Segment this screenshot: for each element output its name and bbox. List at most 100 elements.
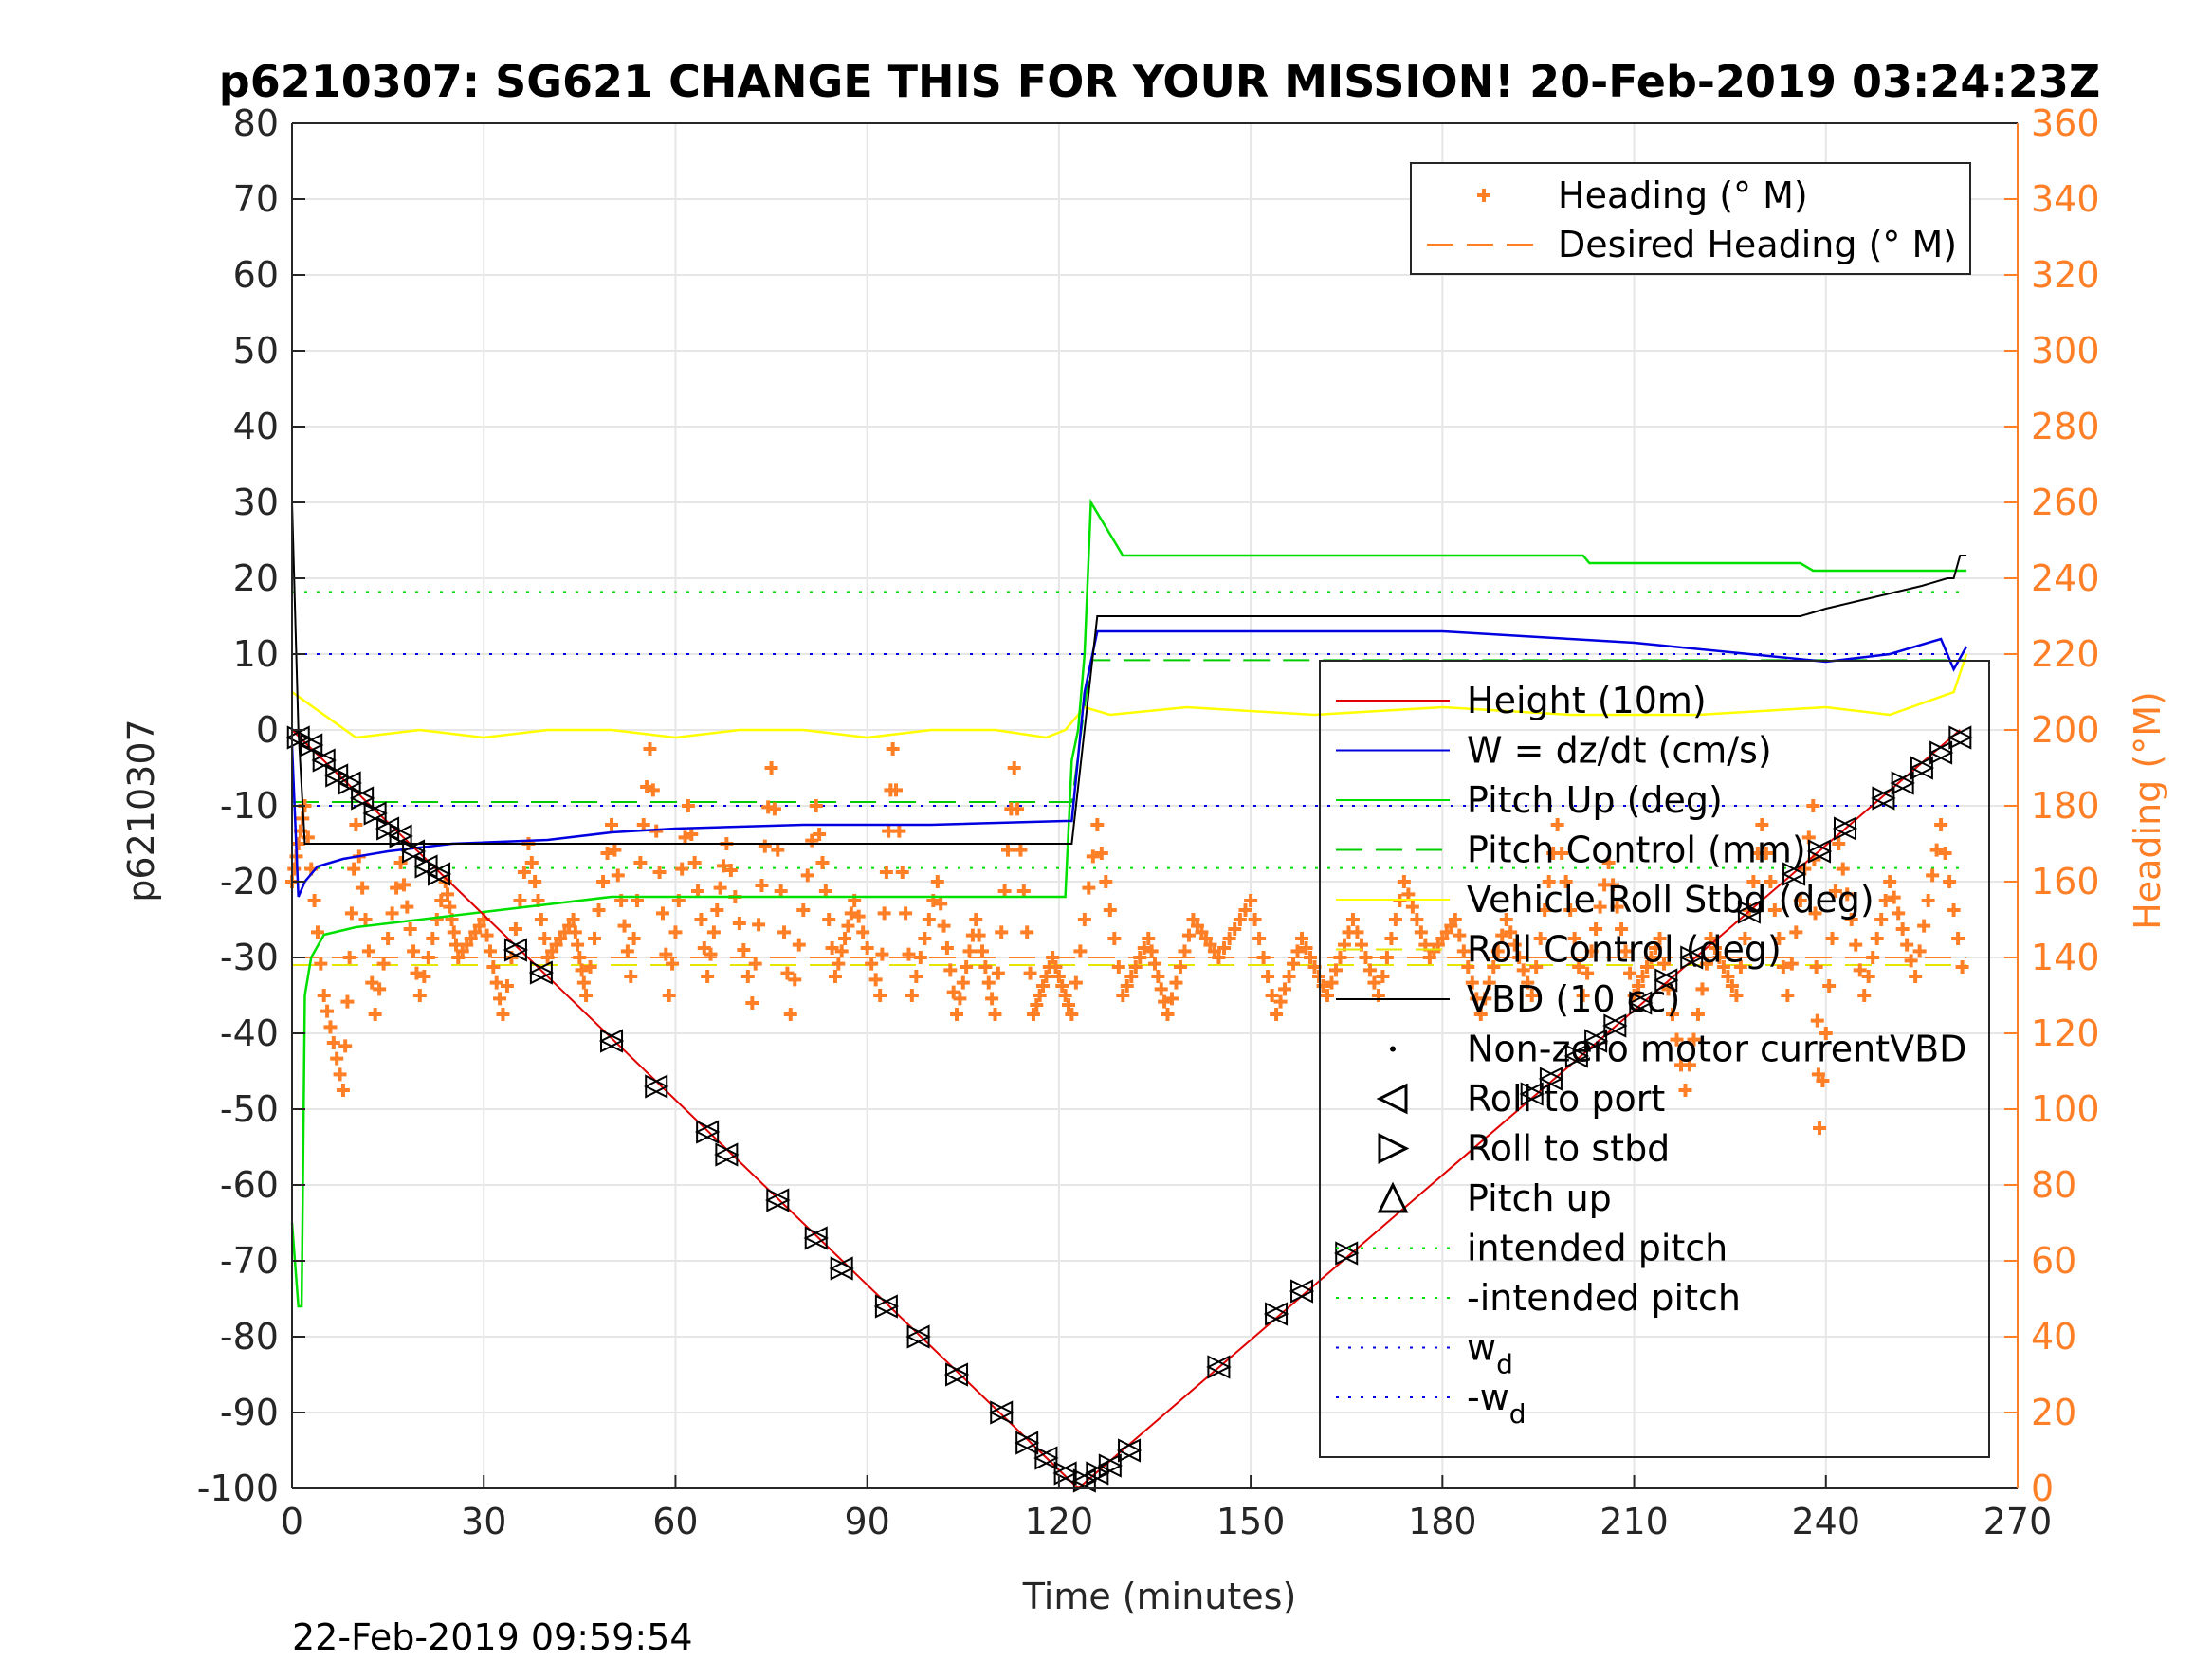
x-tick-label: 30 [461,1501,506,1542]
x-tick-label: 0 [281,1501,303,1542]
heading-point [365,975,379,990]
heading-point [1124,970,1139,983]
roll-stbd-marker [1629,991,1654,1015]
heading-point [1144,944,1159,958]
heading-point [1099,875,1113,888]
heading-point [1538,903,1552,917]
heading-point [636,818,650,831]
heading-point [573,951,587,964]
heading-point [666,957,680,971]
heading-point [1120,979,1134,993]
heading-point [1670,1032,1684,1047]
y-tick-label-left: -30 [220,937,279,978]
heading-point [1073,944,1088,958]
heading-point [1350,925,1364,939]
heading-point [1708,941,1722,955]
heading-point [1822,979,1837,993]
heading-point [1866,951,1880,964]
legend-item-text: VBD (10 cc) [1467,978,1680,1020]
roll-stbd-marker [1948,725,1973,750]
heading-point [1014,843,1028,857]
heading-point [1810,1013,1824,1028]
heading-point [1943,875,1957,888]
roll-stbd-marker [300,733,324,757]
heading-point [566,913,580,926]
legend-item-text: W = dz/dt (cm/s) [1467,730,1772,772]
heading-point [1808,906,1822,921]
heading-point [1704,932,1718,945]
legend-triangle-symbol [1376,1083,1408,1115]
legend-item-label: Desired Heading (° M) [1558,224,1957,265]
heading-point [412,989,427,1002]
heading-point [1733,960,1747,974]
heading-point [426,932,440,945]
heading-point [1725,979,1739,993]
heading-point [1878,894,1892,907]
heading-point [1601,856,1616,869]
heading-point [1764,875,1778,888]
heading-point [962,944,977,958]
y-tick-label-left: 0 [256,709,279,751]
heading-point [838,932,852,945]
heading-point [1849,938,1863,952]
heading-point [1401,887,1416,902]
heading-point [892,824,906,838]
legend-dot-symbol [1390,1046,1396,1052]
heading-point [717,859,730,873]
heading-point [1512,951,1526,964]
heading-point [1244,894,1258,907]
x-tick-label: 240 [1792,1501,1861,1542]
legend-item-text: w [1467,1327,1496,1369]
y-tick-label-left: 70 [233,178,279,220]
heading-point [809,799,823,812]
legend-item-text: intended pitch [1467,1228,1728,1269]
heading-point [579,989,594,1002]
y-tick-label-right: 0 [2031,1468,2054,1509]
heading-point [834,944,849,958]
heading-point [1049,960,1063,974]
heading-point [393,856,408,869]
heading-point [338,1039,353,1053]
heading-point [752,918,766,932]
heading-point [1410,913,1424,926]
roll-stbd-marker [945,1362,970,1387]
roll-stbd-marker [874,1294,900,1319]
heading-point [988,1008,1002,1021]
heading-point [291,837,305,850]
y-tick-label-left: 30 [233,482,279,523]
roll-stbd-marker [1086,1461,1110,1486]
heading-point [1016,884,1031,898]
heading-point [930,875,944,888]
heading-point [317,989,331,1002]
heading-point [1529,960,1544,974]
y-axis-label-right: Heading (°M) [2127,691,2168,930]
heading-point [403,922,417,936]
heading-point [447,925,461,939]
axes: 0 30 60 90 120 150 180 210 240 270 80 70 60 50 40 30 20 1… [197,102,2100,1542]
heading-point [1248,913,1262,926]
heading-point [342,951,356,964]
heading-point [627,932,641,945]
legend-triangle-symbol [1377,1181,1409,1213]
heading-point [1023,966,1037,980]
heading-point [421,951,435,964]
heading-point [706,925,721,939]
legend-item-text: Vehicle Roll Stbd (deg) [1467,879,1874,921]
heading-point [1181,928,1196,942]
heading-point [385,906,399,921]
heading-point [777,925,792,939]
heading-point [1252,932,1267,945]
heading-point [1678,1084,1692,1097]
y-tick-label-right: 20 [2031,1392,2076,1433]
heading-point [633,856,648,869]
heading-point [1111,960,1125,974]
heading-point [1036,979,1051,993]
heading-point [1065,1008,1079,1021]
heading-point [513,894,527,907]
legend-heading-box [1410,162,1971,275]
heading-point [1844,913,1858,926]
heading-point [620,944,634,958]
roll-stbd-marker [1654,968,1679,993]
roll-stbd-marker [1034,1446,1059,1470]
heading-point [918,932,932,945]
